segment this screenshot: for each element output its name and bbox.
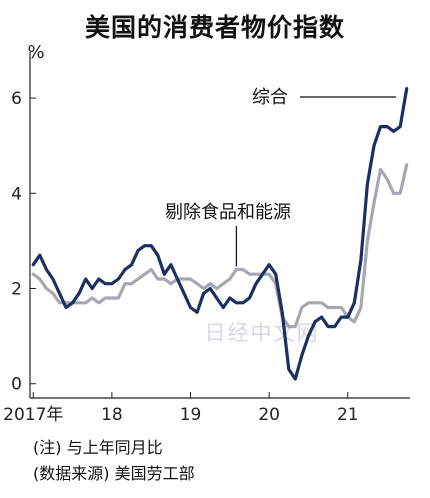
series-label-overall: 综合 [252,87,288,108]
y-tick-label: 0 [11,375,22,395]
x-tick-label: 20 [258,405,280,425]
series-line-overall [31,86,409,381]
series-label-core: 剔除食品和能源 [165,202,291,223]
note-yoy: (注) 与上年同月比 [33,438,163,457]
y-tick-label: 4 [11,184,22,204]
x-tick-label: 2017年 [3,405,63,425]
y-unit-label: % [27,42,44,63]
watermark: 日经中文网 [205,321,320,345]
chart-title: 美国的消费者物价指数 [84,13,345,42]
note-source: (数据来源) 美国劳工部 [33,464,195,483]
x-tick-label: 18 [101,405,123,425]
y-tick-label: 2 [11,280,22,300]
series-line-core [31,163,409,329]
y-tick-label: 6 [11,89,22,109]
x-tick-label: 21 [337,405,359,425]
x-tick-label: 19 [180,405,202,425]
